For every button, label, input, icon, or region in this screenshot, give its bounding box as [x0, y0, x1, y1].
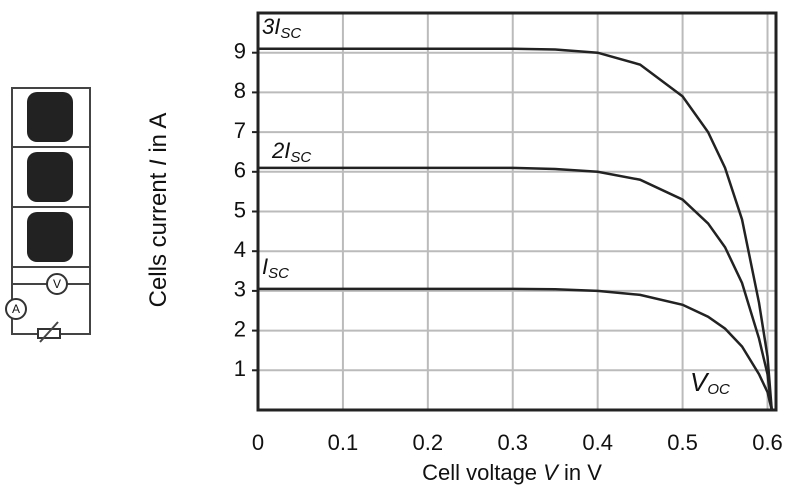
y-tick-label: 3: [234, 277, 246, 302]
annotation: 3ISC: [262, 14, 301, 42]
ammeter: [5, 298, 27, 320]
annotation-sub: OC: [707, 381, 730, 398]
ammeter-label: A: [12, 302, 20, 316]
y-tick-label: 6: [234, 158, 246, 183]
annotation-text: 3I: [262, 14, 280, 39]
solar-cell: [27, 152, 73, 202]
series-line: [258, 287, 773, 411]
annotation-text: I: [262, 254, 268, 279]
annotation: 2ISC: [271, 138, 311, 166]
y-label-part: I: [145, 159, 172, 166]
x-tick-label: 0.1: [328, 430, 359, 455]
annotation-sub: SC: [268, 265, 289, 282]
y-label-part: in A: [145, 113, 172, 160]
y-tick-label: 4: [234, 237, 246, 262]
resistor-arrow: [39, 321, 59, 343]
x-tick-label: 0.3: [497, 430, 528, 455]
x-tick-label: 0: [252, 430, 264, 455]
annotation-text: 2I: [271, 138, 290, 163]
voltmeter-label: V: [53, 277, 61, 291]
x-tick-label: 0.4: [582, 430, 613, 455]
y-tick-label: 5: [234, 197, 246, 222]
x-label-part: V: [543, 460, 560, 485]
annotation-sub: SC: [290, 149, 311, 166]
annotation-sub: SC: [280, 25, 301, 42]
plot-area: [257, 13, 776, 410]
voltmeter: [46, 273, 68, 295]
circuit-diagram: V A: [5, 87, 91, 343]
x-tick-label: 0.6: [752, 430, 783, 455]
annotation-text: V: [690, 367, 710, 397]
series-line: [258, 47, 774, 411]
solar-cell: [27, 212, 73, 262]
series-line: [258, 166, 773, 411]
x-tick-label: 0.2: [413, 430, 444, 455]
y-tick-label: 1: [234, 356, 246, 381]
annotation: VOC: [690, 367, 730, 398]
y-tick-label: 9: [234, 39, 246, 64]
y-tick-label: 8: [234, 78, 246, 103]
solar-cell: [27, 92, 73, 142]
x-label-part: Cell voltage: [422, 460, 543, 485]
x-axis-label: Cell voltage V in V: [422, 460, 602, 485]
y-tick-label: 2: [234, 316, 246, 341]
x-label-part: in V: [558, 460, 602, 485]
resistor: [37, 328, 61, 339]
annotation: ISC: [262, 254, 289, 282]
y-label-part: Cells current: [145, 166, 172, 307]
y-axis-label: Cells current I in A: [145, 113, 172, 308]
y-tick-label: 7: [234, 118, 246, 143]
x-tick-label: 0.5: [667, 430, 698, 455]
